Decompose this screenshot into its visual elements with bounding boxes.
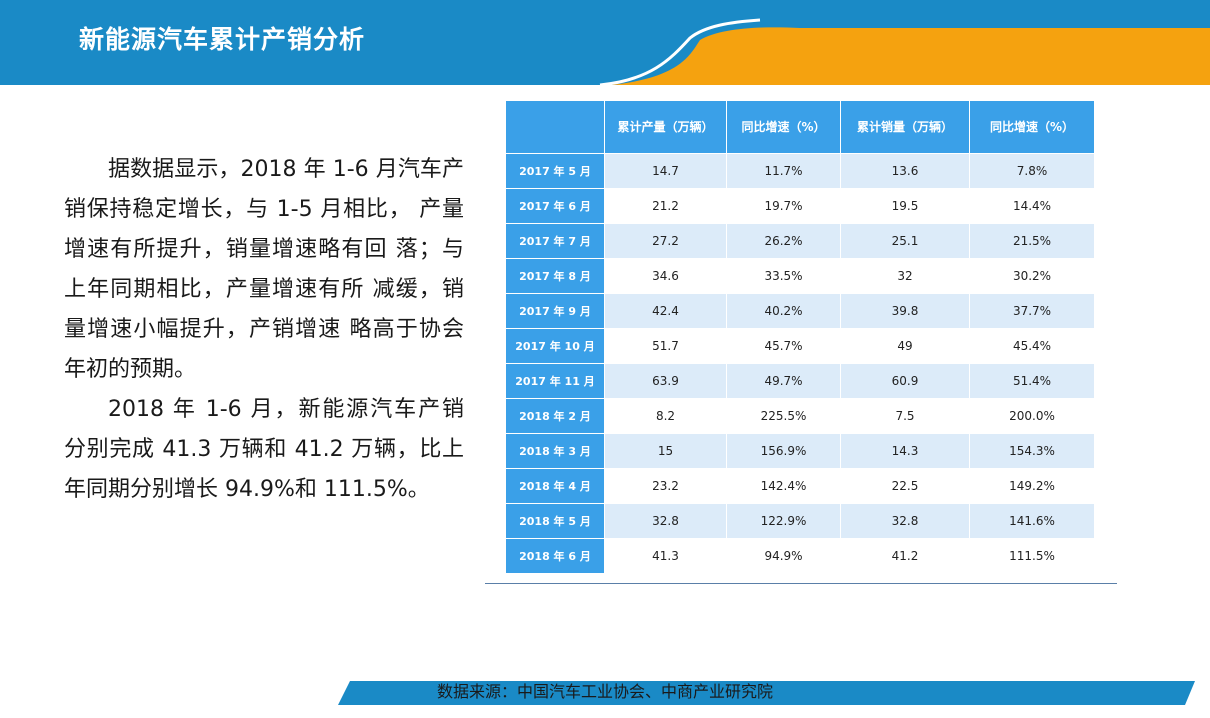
sales-growth-cell: 149.2% [970,468,1095,503]
month-cell: 2017 年 10 月 [506,328,605,363]
production-growth-cell: 225.5% [727,398,841,433]
sales-cell: 7.5 [841,398,970,433]
table-row: 2017 年 9 月 42.4 40.2% 39.8 37.7% [506,293,1095,328]
production-growth-cell: 40.2% [727,293,841,328]
month-cell: 2018 年 3 月 [506,433,605,468]
production-growth-cell: 142.4% [727,468,841,503]
sales-growth-cell: 111.5% [970,538,1095,573]
header-sales: 累计销量（万辆） [841,101,970,153]
sales-growth-cell: 7.8% [970,153,1095,188]
sales-cell: 32 [841,258,970,293]
month-cell: 2017 年 5 月 [506,153,605,188]
production-cell: 8.2 [605,398,727,433]
production-cell: 51.7 [605,328,727,363]
production-growth-cell: 122.9% [727,503,841,538]
sales-cell: 32.8 [841,503,970,538]
sales-cell: 39.8 [841,293,970,328]
sales-growth-cell: 200.0% [970,398,1095,433]
month-cell: 2017 年 8 月 [506,258,605,293]
sales-growth-cell: 45.4% [970,328,1095,363]
month-cell: 2018 年 5 月 [506,503,605,538]
month-cell: 2018 年 2 月 [506,398,605,433]
header-sales-growth: 同比增速（%） [970,101,1095,153]
production-cell: 32.8 [605,503,727,538]
month-cell: 2018 年 6 月 [506,538,605,573]
sales-cell: 49 [841,328,970,363]
table-row: 2017 年 5 月 14.7 11.7% 13.6 7.8% [506,153,1095,188]
production-growth-cell: 156.9% [727,433,841,468]
table-row: 2018 年 6 月 41.3 94.9% 41.2 111.5% [506,538,1095,573]
table-row: 2017 年 10 月 51.7 45.7% 49 45.4% [506,328,1095,363]
month-cell: 2017 年 9 月 [506,293,605,328]
month-cell: 2017 年 11 月 [506,363,605,398]
production-growth-cell: 26.2% [727,223,841,258]
sales-cell: 19.5 [841,188,970,223]
header-production-growth: 同比增速（%） [727,101,841,153]
production-cell: 23.2 [605,468,727,503]
production-cell: 15 [605,433,727,468]
sales-growth-cell: 21.5% [970,223,1095,258]
production-growth-cell: 11.7% [727,153,841,188]
sales-cell: 22.5 [841,468,970,503]
sales-growth-cell: 154.3% [970,433,1095,468]
table-row: 2018 年 2 月 8.2 225.5% 7.5 200.0% [506,398,1095,433]
sales-table: 累计产量（万辆） 同比增速（%） 累计销量（万辆） 同比增速（%） 2017 年… [506,101,1095,573]
table-row: 2017 年 8 月 34.6 33.5% 32 30.2% [506,258,1095,293]
production-growth-cell: 33.5% [727,258,841,293]
sales-cell: 41.2 [841,538,970,573]
production-cell: 42.4 [605,293,727,328]
paragraph-2: 2018 年 1-6 月，新能源汽车产销 分别完成 41.3 万辆和 41.2 … [64,397,464,502]
sales-growth-cell: 14.4% [970,188,1095,223]
production-growth-cell: 94.9% [727,538,841,573]
data-source: 数据来源：中国汽车工业协会、中商产业研究院 [436,682,773,701]
production-cell: 41.3 [605,538,727,573]
table-row: 2017 年 11 月 63.9 49.7% 60.9 51.4% [506,363,1095,398]
table-row: 2018 年 4 月 23.2 142.4% 22.5 149.2% [506,468,1095,503]
month-cell: 2017 年 6 月 [506,188,605,223]
sales-growth-cell: 37.7% [970,293,1095,328]
sales-cell: 25.1 [841,223,970,258]
table-row: 2017 年 7 月 27.2 26.2% 25.1 21.5% [506,223,1095,258]
table-row: 2017 年 6 月 21.2 19.7% 19.5 14.4% [506,188,1095,223]
production-growth-cell: 19.7% [727,188,841,223]
sales-cell: 60.9 [841,363,970,398]
sales-cell: 13.6 [841,153,970,188]
production-growth-cell: 49.7% [727,363,841,398]
sales-cell: 14.3 [841,433,970,468]
analysis-text: 据数据显示，2018 年 1-6 月汽车产销保持稳定增长，与 1-5 月相比， … [64,150,464,510]
header-month [506,101,605,153]
table-header-row: 累计产量（万辆） 同比增速（%） 累计销量（万辆） 同比增速（%） [506,101,1095,153]
header-decoration [599,18,1210,85]
month-cell: 2017 年 7 月 [506,223,605,258]
production-cell: 27.2 [605,223,727,258]
table-bottom-line [485,583,1117,584]
footer-bar [338,681,1195,705]
sales-growth-cell: 30.2% [970,258,1095,293]
table-row: 2018 年 5 月 32.8 122.9% 32.8 141.6% [506,503,1095,538]
production-cell: 21.2 [605,188,727,223]
table-row: 2018 年 3 月 15 156.9% 14.3 154.3% [506,433,1095,468]
production-cell: 63.9 [605,363,727,398]
month-cell: 2018 年 4 月 [506,468,605,503]
sales-growth-cell: 51.4% [970,363,1095,398]
header-production: 累计产量（万辆） [605,101,727,153]
production-cell: 14.7 [605,153,727,188]
page-title: 新能源汽车累计产销分析 [79,25,366,54]
sales-growth-cell: 141.6% [970,503,1095,538]
production-cell: 34.6 [605,258,727,293]
paragraph-1: 据数据显示，2018 年 1-6 月汽车产销保持稳定增长，与 1-5 月相比， … [64,157,464,382]
header-bar: 新能源汽车累计产销分析 [0,0,1210,85]
production-growth-cell: 45.7% [727,328,841,363]
